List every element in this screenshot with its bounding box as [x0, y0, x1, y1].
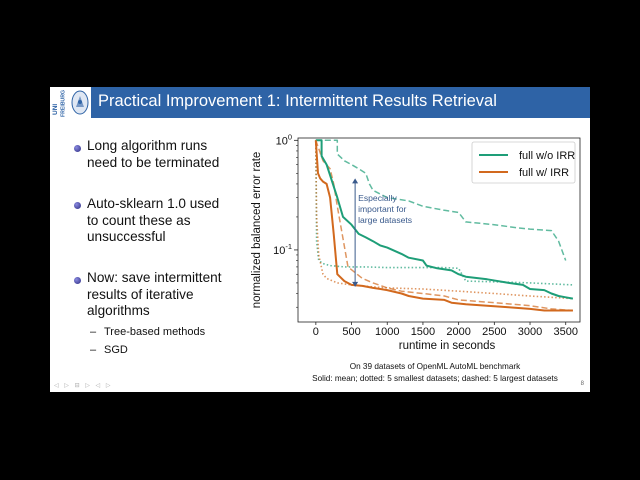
annotation-text-line: important for — [358, 204, 406, 214]
x-tick-label: 3500 — [553, 326, 577, 338]
logo-wordmark-icon: UNI FREIBURG — [52, 90, 67, 117]
bullet-marker — [74, 202, 81, 209]
x-tick-label: 2500 — [482, 326, 506, 338]
y-tick-label: 100 — [276, 133, 292, 147]
sub-bullet-marker: – — [90, 326, 97, 338]
bullet-item: Long algorithm runs need to be terminate… — [87, 138, 219, 171]
slide-title: Practical Improvement 1: Intermittent Re… — [98, 92, 497, 110]
svg-text:UNI: UNI — [52, 104, 59, 115]
bullet-line: Auto-sklearn 1.0 used — [87, 196, 220, 211]
bullet-line: algorithms — [87, 303, 150, 318]
series-line-dashed-3 — [315, 140, 573, 312]
sub-bullet-label: SGD — [104, 344, 128, 356]
chart-caption-line-2: Solid: mean; dotted: 5 smallest datasets… — [312, 374, 558, 383]
bullet-item: Now: save intermittent results of iterat… — [87, 270, 221, 320]
bullet-line: Now: save intermittent — [87, 270, 222, 285]
svg-text:FREIBURG: FREIBURG — [61, 90, 67, 117]
title-bar: UNI FREIBURG Practical Improvement 1: In… — [50, 87, 590, 118]
sub-bullet-label: Tree-based methods — [104, 326, 206, 338]
chart-legend: full w/o IRR full w/ IRR — [471, 141, 576, 184]
x-tick-label: 1500 — [411, 326, 435, 338]
x-tick-label: 0 — [313, 326, 319, 338]
sub-bullet-marker: – — [90, 344, 97, 356]
bullet-line: need to be terminated — [87, 154, 220, 170]
series-line-solid-0 — [315, 139, 574, 300]
y-axis-label: normalized balanced error rate — [251, 152, 263, 309]
x-axis-label: runtime in seconds — [399, 340, 496, 352]
annotation-arrow-head-down — [352, 281, 359, 287]
bullet-line: unsuccessful — [87, 229, 166, 244]
series-line-dashed-2 — [315, 139, 567, 261]
error-rate-chart: 0 500 1000 1500 2000 2500 3000 3500 100 10-1 runti… — [251, 133, 581, 352]
bullet-item: Auto-sklearn 1.0 used to count these as … — [87, 196, 219, 246]
legend-label: full w/ IRR — [519, 167, 569, 179]
bullet-line: Long algorithm runs — [87, 138, 208, 153]
bullet-line: to count these as — [87, 212, 191, 228]
bullet-marker — [74, 277, 81, 284]
series-line-solid-1 — [314, 140, 573, 312]
presentation-slide: UNI FREIBURG Practical Improvement 1: In… — [50, 87, 590, 392]
y-tick-label: 10-1 — [273, 242, 292, 257]
annotation-arrow-head-up — [352, 178, 359, 184]
x-tick-label: 500 — [342, 326, 360, 338]
x-tick-label: 3000 — [518, 326, 542, 338]
x-tick-label: 2000 — [446, 326, 470, 338]
sub-bullet-item: – Tree-based methods — [90, 326, 205, 338]
plot-frame — [297, 137, 581, 323]
slide-navigation-icons[interactable]: ◁ ▷ ⊟ ▷ ◁ ▷ — [54, 383, 113, 389]
bullet-line: results of iterative — [87, 286, 194, 302]
university-seal-icon — [71, 90, 89, 115]
university-logo: UNI FREIBURG — [50, 87, 91, 118]
chart-caption-line-1: On 39 datasets of OpenML AutoML benchmar… — [349, 362, 521, 371]
x-tick-label: 1000 — [375, 326, 399, 338]
sub-bullet-item: – SGD — [90, 344, 128, 356]
annotation-text-line: Especially — [358, 193, 397, 203]
bullet-marker — [74, 145, 81, 152]
page-number: 8 — [580, 381, 584, 387]
legend-label: full w/o IRR — [519, 150, 575, 162]
annotation-text-line: large datasets — [358, 215, 412, 225]
